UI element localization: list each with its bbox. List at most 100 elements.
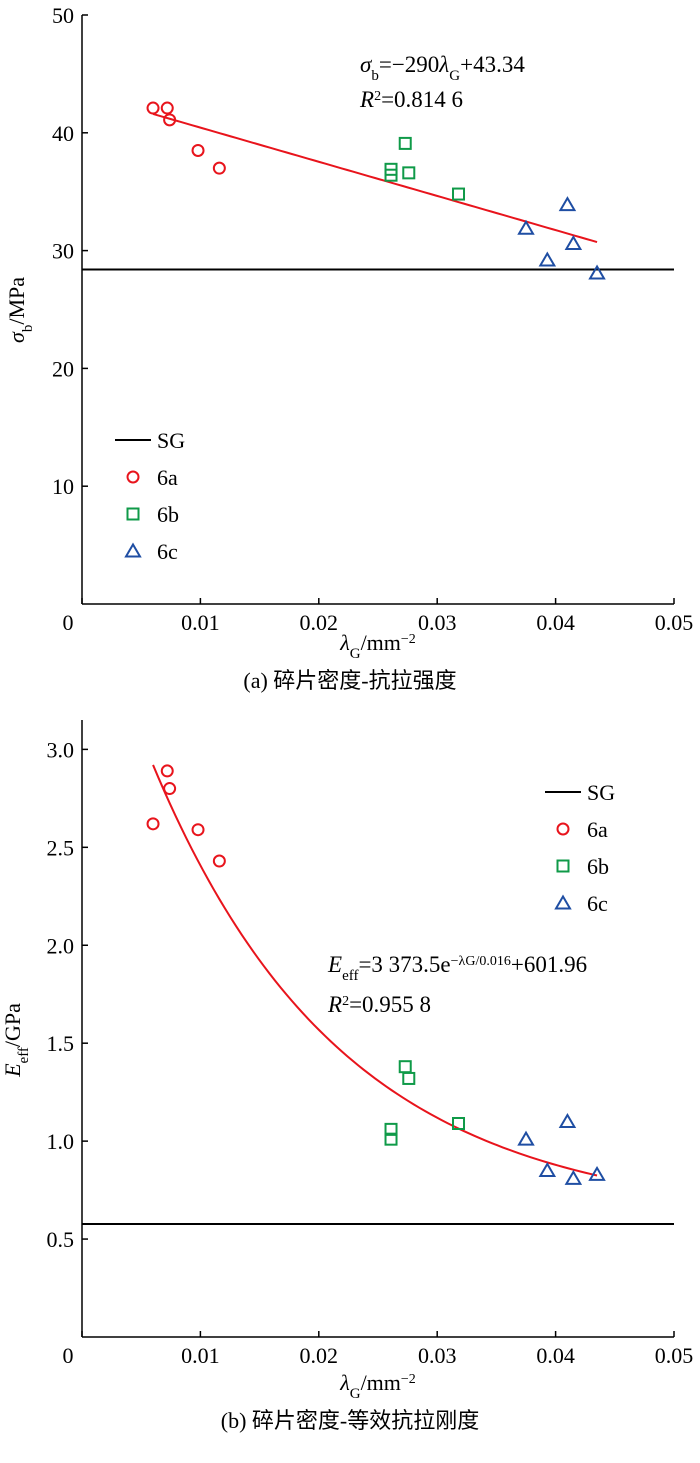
data-point-6b bbox=[384, 168, 398, 182]
data-point-6a bbox=[160, 101, 174, 115]
x-tick-label: 0.05 bbox=[655, 1343, 694, 1368]
y-tick-label: 50 bbox=[52, 3, 74, 28]
legend-marker-6c bbox=[124, 542, 142, 558]
legend-label: SG bbox=[157, 428, 185, 453]
data-point-6a bbox=[212, 161, 226, 175]
r-squared: R2=0.814 6 bbox=[359, 87, 463, 112]
x-axis-label: λG/mm−2 bbox=[339, 630, 416, 662]
x-axis-label: λG/mm−2 bbox=[339, 1370, 416, 1402]
y-axis-label-part: eff bbox=[16, 1047, 32, 1063]
y-axis-label-part: σ bbox=[4, 331, 29, 343]
panel-caption: (b) 碎片密度-等效抗拉刚度 bbox=[221, 1408, 479, 1433]
data-point-6b bbox=[398, 1060, 412, 1074]
y-tick-label: 2.0 bbox=[47, 933, 75, 958]
x-axis-label-part: −2 bbox=[401, 1372, 416, 1387]
x-tick-label: 0.01 bbox=[181, 610, 220, 635]
fit-equation-part: E bbox=[327, 952, 342, 977]
fit-equation-part: λG/0.016 bbox=[459, 954, 511, 969]
r-squared-part: R bbox=[359, 87, 374, 112]
x-axis-label-part: −2 bbox=[401, 632, 416, 647]
x-tick-label: 0.04 bbox=[536, 610, 575, 635]
legend-marker-6c bbox=[554, 894, 572, 910]
data-point-6c bbox=[588, 1165, 606, 1181]
data-point-6b bbox=[402, 1071, 416, 1085]
data-point-6b bbox=[398, 136, 412, 150]
y-axis-label: Eeff/GPa bbox=[0, 1003, 32, 1078]
y-axis-label: σb/MPa bbox=[4, 277, 36, 343]
legend-marker-6a bbox=[556, 822, 570, 836]
legend: SG 6a 6b 6c bbox=[545, 780, 615, 916]
x-tick-label: 0.01 bbox=[181, 1343, 220, 1368]
x-tick-label: 0.04 bbox=[536, 1343, 575, 1368]
x-axis-label-part: /mm bbox=[361, 1370, 401, 1395]
data-point-6b bbox=[384, 1122, 398, 1136]
x-axis-label-part: G bbox=[350, 1386, 361, 1402]
y-axis-label-part: /MPa bbox=[4, 277, 29, 325]
fit-equation-part: − bbox=[451, 954, 459, 969]
data-point-6a bbox=[163, 782, 177, 796]
data-point-6b bbox=[452, 187, 466, 201]
fit-equation-part: eff bbox=[342, 968, 358, 984]
data-point-6a bbox=[160, 764, 174, 778]
data-point-6c bbox=[558, 196, 577, 212]
fit-equation-part: +601.96 bbox=[511, 952, 587, 977]
y-tick-label: 0.5 bbox=[47, 1227, 75, 1252]
legend: SG 6a 6b 6c bbox=[115, 428, 185, 564]
fit-equation-part: +43.34 bbox=[460, 52, 525, 77]
data-point-6c bbox=[564, 235, 583, 251]
r-squared-part: R bbox=[327, 992, 342, 1017]
r-squared-part: 2 bbox=[342, 994, 349, 1009]
fit-equation: σb=−290λG+43.34 bbox=[360, 52, 525, 84]
x-tick-label: 0.05 bbox=[655, 610, 694, 635]
x-tick-label: 0.03 bbox=[418, 610, 457, 635]
data-point-6c bbox=[558, 1113, 577, 1129]
legend-label: 6c bbox=[587, 891, 608, 916]
y-tick-label: 1.0 bbox=[47, 1129, 75, 1154]
y-tick-label: 1.5 bbox=[47, 1031, 75, 1056]
y-tick-label: 30 bbox=[52, 239, 74, 264]
r-squared-part: 2 bbox=[374, 89, 381, 104]
data-point-6c bbox=[564, 1169, 583, 1185]
y-tick-label: 2.5 bbox=[47, 835, 75, 860]
fit-equation-part: G bbox=[449, 68, 460, 84]
data-point-6c bbox=[517, 219, 535, 235]
chart-panel-a: 0 0.01 0.02 0.03 0.04 0.05 10 20 30 40 50 SG 6a 6b 6c σ… bbox=[4, 3, 693, 693]
y-tick-label: 20 bbox=[52, 356, 74, 381]
fit-equation: Eeff=3 373.5e−λG/0.016+601.96 bbox=[327, 952, 587, 984]
r-squared-part: =0.814 6 bbox=[381, 87, 463, 112]
data-point-6b bbox=[402, 166, 416, 180]
panel-caption: (a) 碎片密度-抗拉强度 bbox=[243, 668, 456, 693]
data-point-6b bbox=[384, 1132, 398, 1146]
data-point-6a bbox=[191, 823, 205, 837]
legend-marker-6b bbox=[556, 859, 570, 873]
data-point-6b bbox=[452, 1116, 466, 1130]
x-axis-label-part: G bbox=[350, 646, 361, 662]
y-axis-label-part: /GPa bbox=[0, 1003, 25, 1047]
y-axis-label-part: b bbox=[20, 325, 36, 333]
data-point-6c bbox=[588, 264, 606, 280]
legend-label: 6b bbox=[587, 854, 609, 879]
legend-marker-6a bbox=[126, 470, 140, 484]
fit-equation-part: b bbox=[371, 68, 379, 84]
r-squared-part: =0.955 8 bbox=[349, 992, 431, 1017]
x-tick-label: 0.03 bbox=[418, 1343, 457, 1368]
fit-equation-part: =−290 bbox=[379, 52, 439, 77]
data-point-6a bbox=[212, 854, 226, 868]
x-tick-label: 0.02 bbox=[300, 1343, 339, 1368]
y-tick-label: 40 bbox=[52, 121, 74, 146]
y-axis-label-part: E bbox=[0, 1063, 25, 1078]
legend-label: 6a bbox=[587, 817, 608, 842]
data-point-6c bbox=[517, 1130, 535, 1146]
data-point-6c bbox=[538, 1162, 557, 1178]
data-point-6a bbox=[146, 817, 160, 831]
legend-label: 6a bbox=[157, 465, 178, 490]
data-point-6c bbox=[538, 251, 557, 267]
fit-equation-part: λ bbox=[438, 52, 449, 77]
legend-marker-6b bbox=[126, 507, 140, 521]
x-tick-label: 0 bbox=[63, 610, 74, 635]
fit-curve bbox=[152, 764, 598, 1177]
legend-label: 6b bbox=[157, 502, 179, 527]
data-point-6a bbox=[191, 143, 205, 157]
x-axis-label-part: λ bbox=[339, 630, 350, 655]
